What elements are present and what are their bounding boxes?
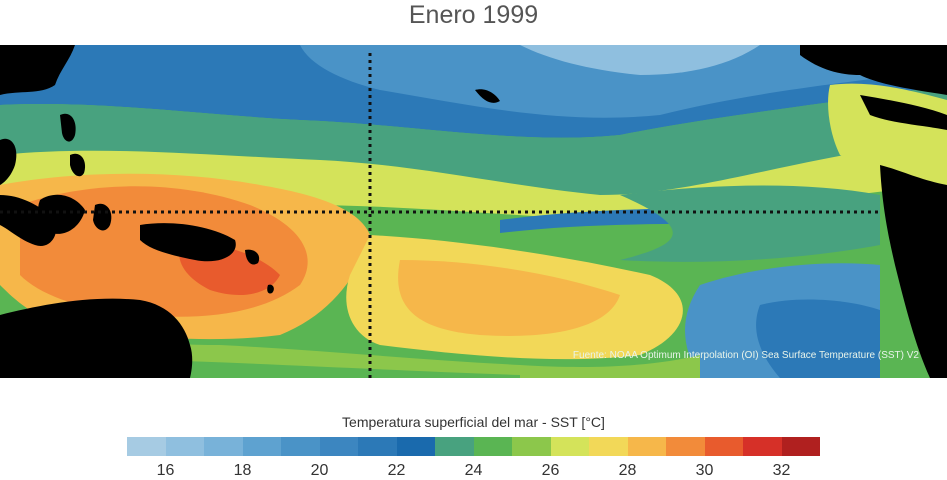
colorbar-swatch (165, 437, 204, 456)
map-title: Enero 1999 (408, 1, 539, 29)
land-borneo (37, 194, 85, 234)
sst-field (0, 45, 947, 378)
colorbar-swatch (358, 437, 397, 456)
colorbar-tick-label: 20 (310, 462, 329, 479)
colorbar-tick-label: 16 (156, 462, 175, 479)
colorbar-tick-label: 32 (772, 462, 791, 479)
land-solomons (245, 249, 260, 265)
colorbar-swatch (127, 437, 166, 456)
colorbar-swatch (242, 437, 281, 456)
north-mid-band (300, 45, 947, 118)
land-australia (0, 298, 193, 378)
land-south-america (880, 165, 947, 378)
land-new-guinea (140, 223, 236, 262)
north-teal-band (0, 85, 947, 195)
colorbar-swatch (666, 437, 705, 456)
colorbar (127, 437, 820, 456)
colorbar-swatch (589, 437, 628, 456)
land-cuba (860, 95, 947, 130)
colorbar-swatch (627, 437, 666, 456)
land-indochina (0, 138, 17, 185)
colorbar-tick-label: 30 (695, 462, 714, 479)
colorbar-tick-label: 28 (618, 462, 637, 479)
colorbar-swatch (396, 437, 435, 456)
source-credit: Fuente: NOAA Optimum Interpolation (OI) … (572, 350, 919, 361)
colorbar-tick-label: 22 (387, 462, 406, 479)
colorbar-swatch (743, 437, 782, 456)
land-philippines-south (70, 153, 86, 177)
colorbar-swatch (512, 437, 551, 456)
colorbar-swatch (704, 437, 743, 456)
south-green-edge (150, 360, 520, 378)
colorbar-tick-label: 18 (233, 462, 252, 479)
sst-map (0, 45, 947, 378)
land-sulawesi (93, 203, 112, 231)
southeast-cold (756, 299, 880, 378)
colorbar-swatch (473, 437, 512, 456)
colorbar-swatch (781, 437, 820, 456)
south-warm-orange (398, 260, 620, 336)
colorbar-swatch (281, 437, 320, 456)
colorbar-tick-label: 24 (464, 462, 483, 479)
eastern-teal (620, 185, 880, 262)
colorbar-swatch (204, 437, 243, 456)
land-hawaii (475, 89, 500, 103)
colorbar-swatch (319, 437, 358, 456)
land-north-america (800, 45, 947, 95)
colorbar-swatch (435, 437, 474, 456)
colorbar-tick-label: 26 (541, 462, 560, 479)
colorbar-title: Temperatura superficial del mar - SST [°… (342, 414, 605, 430)
land-bahamas (920, 84, 947, 92)
land (0, 45, 947, 378)
colorbar-swatch (550, 437, 589, 456)
north-cold-patch (520, 45, 760, 75)
land-sumatra (0, 195, 57, 246)
land-asia-north (0, 45, 75, 95)
land-philippines-north (60, 113, 76, 142)
land-fiji (267, 284, 274, 294)
